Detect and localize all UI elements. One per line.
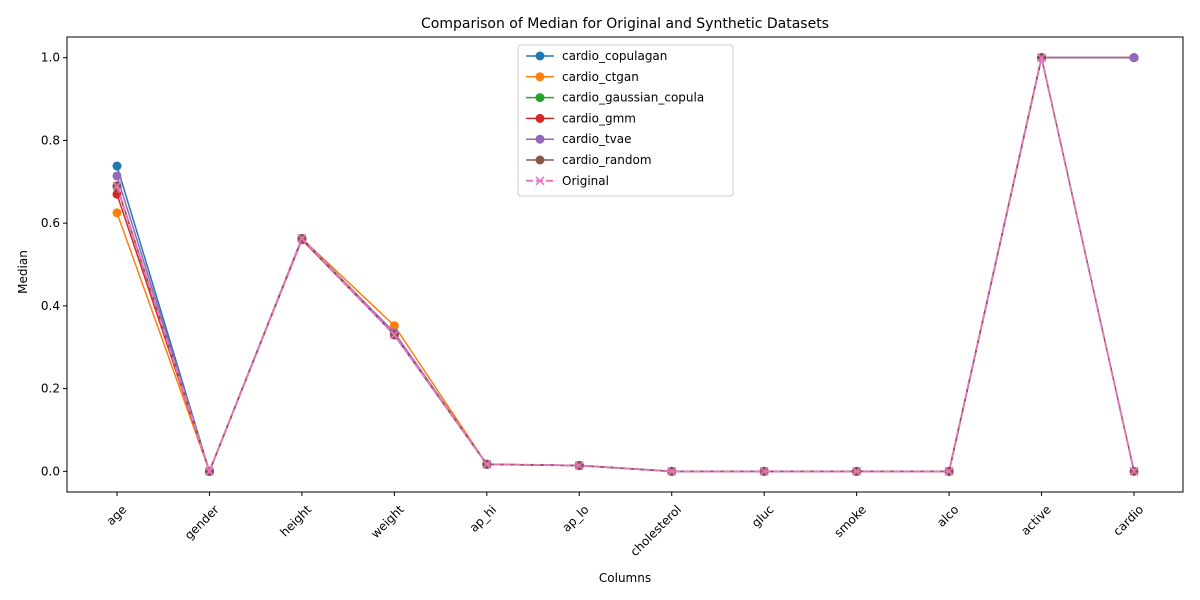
legend-label: cardio_ctgan	[562, 70, 639, 84]
y-tick-label: 1.0	[41, 51, 60, 65]
legend-item: cardio_gaussian_copula	[526, 91, 704, 105]
data-point	[944, 466, 954, 476]
legend-label: cardio_tvae	[562, 132, 632, 146]
data-point	[204, 466, 214, 476]
y-axis-label: Median	[16, 250, 30, 294]
y-tick-label: 0.0	[41, 464, 60, 478]
legend-marker	[535, 72, 545, 82]
legend-label: cardio_copulagan	[562, 49, 667, 63]
y-axis: 0.0 0.2 0.4 0.6 0.8 1.0	[41, 51, 67, 478]
legend-label: cardio_random	[562, 153, 652, 167]
data-point	[112, 161, 122, 171]
data-point	[852, 466, 862, 476]
y-tick-label: 0.2	[41, 382, 60, 396]
legend-marker	[535, 113, 545, 123]
legend-label: cardio_gmm	[562, 111, 636, 125]
legend-item: Original	[526, 174, 609, 188]
data-point	[389, 330, 399, 340]
legend-box	[517, 44, 734, 197]
series-line	[116, 57, 1135, 475]
legend-label: Original	[562, 174, 609, 188]
x-axis-label: Columns	[599, 571, 651, 585]
chart-title: Comparison of Median for Original and Sy…	[421, 16, 829, 32]
legend-marker	[535, 93, 545, 103]
data-point	[1037, 53, 1047, 63]
data-point	[574, 460, 584, 471]
data-point	[759, 466, 769, 476]
data-point	[112, 181, 122, 191]
data-point	[297, 233, 307, 243]
legend-item: cardio_ctgan	[526, 70, 639, 84]
legend-item: cardio_gmm	[526, 111, 636, 125]
legend-marker	[535, 176, 545, 186]
series-Original	[112, 53, 1139, 476]
data-point	[667, 466, 677, 476]
legend-marker	[535, 134, 545, 144]
legend: cardio_copulagan cardio_ctgan cardio_gauss…	[517, 44, 734, 197]
data-point	[1129, 466, 1139, 476]
legend-item: cardio_random	[526, 153, 652, 167]
data-point	[112, 171, 122, 181]
series-group	[112, 53, 1139, 476]
data-point	[389, 321, 399, 331]
legend-item: cardio_copulagan	[526, 49, 667, 63]
y-tick-label: 0.8	[41, 133, 60, 147]
y-tick-label: 0.6	[41, 216, 60, 230]
legend-marker	[535, 51, 545, 61]
legend-item: cardio_tvae	[526, 132, 632, 146]
legend-label: cardio_gaussian_copula	[562, 91, 704, 105]
data-point	[112, 208, 122, 218]
y-tick-label: 0.4	[41, 299, 60, 313]
data-point	[1129, 53, 1139, 63]
data-point	[482, 459, 492, 469]
legend-marker	[535, 155, 545, 165]
